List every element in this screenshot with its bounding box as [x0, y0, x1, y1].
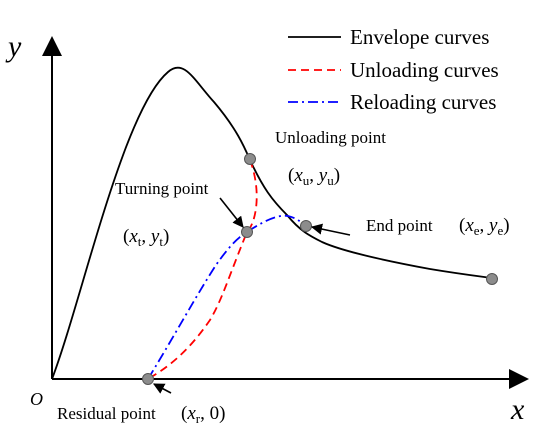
x-axis-label: x	[510, 393, 525, 426]
end-point-marker	[300, 220, 312, 232]
turning-point-callout-arrow	[219, 197, 244, 228]
residual-point-coordinate: (xr, 0)	[181, 403, 225, 426]
unloading-point-coordinate: (xu, yu)	[288, 165, 340, 188]
y-axis-label: y	[5, 30, 22, 63]
end-point-coordinate: (xe, ye)	[459, 215, 510, 238]
end-point-callout-arrow	[310, 223, 351, 236]
turning-point-marker	[241, 226, 253, 238]
unloading-point-label: Unloading point	[275, 128, 386, 147]
origin-label: O	[30, 389, 43, 409]
residual-point-marker	[142, 373, 154, 385]
legend-reloading-label: Reloading curves	[350, 90, 496, 114]
unloading-point-marker	[244, 153, 256, 165]
turning-point-coordinate: (xt, yt)	[123, 226, 169, 249]
turning-point-label: Turning point	[115, 179, 209, 198]
end-point-label: End point	[366, 216, 433, 235]
unloading-curve	[147, 159, 258, 380]
reloading-curve	[147, 214, 307, 380]
residual-point-label: Residual point	[57, 404, 156, 423]
legend-envelope-label: Envelope curves	[350, 25, 489, 49]
residual-point-callout-arrow	[153, 383, 172, 394]
envelope-endpoint-marker	[486, 273, 498, 285]
legend-unloading-label: Unloading curves	[350, 58, 499, 82]
